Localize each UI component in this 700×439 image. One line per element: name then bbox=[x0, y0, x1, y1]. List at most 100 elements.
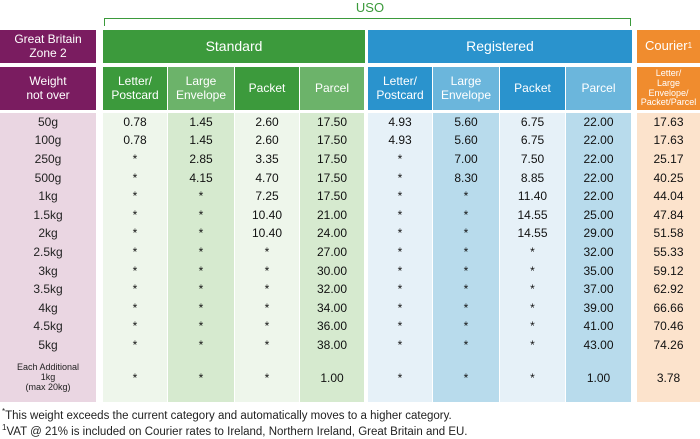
price-cell: * bbox=[368, 354, 432, 402]
price-cell: 38.00 bbox=[300, 336, 364, 355]
price-cell: 6.75 bbox=[500, 113, 565, 132]
price-cell: * bbox=[433, 336, 499, 355]
price-cell: 11.40 bbox=[500, 187, 565, 206]
price-cell: * bbox=[500, 336, 565, 355]
price-cell: * bbox=[103, 280, 167, 299]
price-cell: 3.35 bbox=[235, 150, 299, 169]
price-cell: * bbox=[103, 206, 167, 225]
column-header: Packet bbox=[500, 67, 565, 110]
price-cell: 6.75 bbox=[500, 131, 565, 151]
price-cell: 39.00 bbox=[566, 299, 631, 318]
price-cell: 5.60 bbox=[433, 113, 499, 132]
price-cell: 1.00 bbox=[300, 354, 364, 402]
column-header: Packet bbox=[235, 67, 299, 110]
price-cell: 0.78 bbox=[103, 131, 167, 151]
price-cell: * bbox=[235, 280, 299, 299]
price-cell: * bbox=[433, 261, 499, 281]
price-cell: * bbox=[433, 243, 499, 262]
column-header: Large Envelope bbox=[433, 67, 499, 110]
price-cell: 59.12 bbox=[637, 261, 700, 281]
price-cell: 22.00 bbox=[566, 168, 631, 188]
price-cell: 51.58 bbox=[637, 224, 700, 244]
price-cell: * bbox=[168, 243, 234, 262]
uso-bracket bbox=[104, 18, 631, 26]
price-cell: 47.84 bbox=[637, 206, 700, 225]
uso-label: USO bbox=[355, 0, 385, 15]
price-cell: * bbox=[168, 354, 234, 402]
price-cell: 2.85 bbox=[168, 150, 234, 169]
price-cell: 17.50 bbox=[300, 150, 364, 169]
price-cell: 30.00 bbox=[300, 261, 364, 281]
price-cell: 25.00 bbox=[566, 206, 631, 225]
zone-header: Great Britain Zone 2 bbox=[0, 30, 96, 63]
registered-header: Registered bbox=[368, 30, 632, 63]
price-cell: 7.50 bbox=[500, 150, 565, 169]
price-cell: * bbox=[103, 261, 167, 281]
price-cell: * bbox=[235, 243, 299, 262]
price-cell: 27.00 bbox=[300, 243, 364, 262]
weight-label: 1.5kg bbox=[0, 206, 96, 225]
price-cell: 25.17 bbox=[637, 150, 700, 169]
price-cell: * bbox=[168, 224, 234, 244]
weight-label: 3.5kg bbox=[0, 280, 96, 299]
price-cell: 36.00 bbox=[300, 317, 364, 337]
weight-label: 250g bbox=[0, 150, 96, 169]
footnote-marker: * bbox=[2, 407, 6, 416]
price-cell: * bbox=[368, 150, 432, 169]
price-cell: 10.40 bbox=[235, 206, 299, 225]
courier-header: Courier 1 bbox=[637, 30, 700, 63]
weight-label: 5kg bbox=[0, 336, 96, 355]
price-cell: 22.00 bbox=[566, 113, 631, 132]
price-cell: 8.30 bbox=[433, 168, 499, 188]
price-cell: 34.00 bbox=[300, 299, 364, 318]
price-cell: * bbox=[168, 280, 234, 299]
price-cell: 24.00 bbox=[300, 224, 364, 244]
price-cell: * bbox=[433, 354, 499, 402]
footnote: *This weight exceeds the current categor… bbox=[2, 407, 452, 422]
price-cell: 55.33 bbox=[637, 243, 700, 262]
price-cell: 29.00 bbox=[566, 224, 631, 244]
weight-label: 500g bbox=[0, 168, 96, 188]
price-cell: 40.25 bbox=[637, 168, 700, 188]
price-cell: * bbox=[168, 206, 234, 225]
price-cell: 7.00 bbox=[433, 150, 499, 169]
price-cell: * bbox=[168, 336, 234, 355]
standard-header: Standard bbox=[103, 30, 365, 63]
price-cell: 1.45 bbox=[168, 131, 234, 151]
price-cell: 2.60 bbox=[235, 131, 299, 151]
price-cell: * bbox=[500, 354, 565, 402]
price-cell: * bbox=[103, 243, 167, 262]
price-cell: 17.50 bbox=[300, 168, 364, 188]
price-cell: * bbox=[368, 280, 432, 299]
price-cell: 17.63 bbox=[637, 113, 700, 132]
price-cell: * bbox=[103, 168, 167, 188]
price-cell: * bbox=[500, 299, 565, 318]
price-cell: 5.60 bbox=[433, 131, 499, 151]
price-cell: 7.25 bbox=[235, 187, 299, 206]
price-cell: 44.04 bbox=[637, 187, 700, 206]
price-cell: 35.00 bbox=[566, 261, 631, 281]
price-cell: 22.00 bbox=[566, 131, 631, 151]
price-cell: 17.50 bbox=[300, 187, 364, 206]
price-cell: * bbox=[168, 187, 234, 206]
price-cell: * bbox=[235, 299, 299, 318]
price-cell: * bbox=[235, 317, 299, 337]
price-cell: 62.92 bbox=[637, 280, 700, 299]
price-cell: * bbox=[235, 336, 299, 355]
price-cell: 17.50 bbox=[300, 131, 364, 151]
price-cell: 3.78 bbox=[637, 354, 700, 402]
price-cell: * bbox=[368, 299, 432, 318]
footnote-marker: 1 bbox=[2, 423, 7, 432]
price-cell: * bbox=[500, 317, 565, 337]
price-cell: * bbox=[500, 243, 565, 262]
price-cell: * bbox=[368, 336, 432, 355]
price-cell: 41.00 bbox=[566, 317, 631, 337]
price-cell: 4.70 bbox=[235, 168, 299, 188]
price-cell: 70.46 bbox=[637, 317, 700, 337]
price-cell: 1.45 bbox=[168, 113, 234, 132]
price-cell: * bbox=[103, 224, 167, 244]
column-header: Large Envelope bbox=[168, 67, 234, 110]
price-cell: 74.26 bbox=[637, 336, 700, 355]
price-cell: * bbox=[103, 299, 167, 318]
